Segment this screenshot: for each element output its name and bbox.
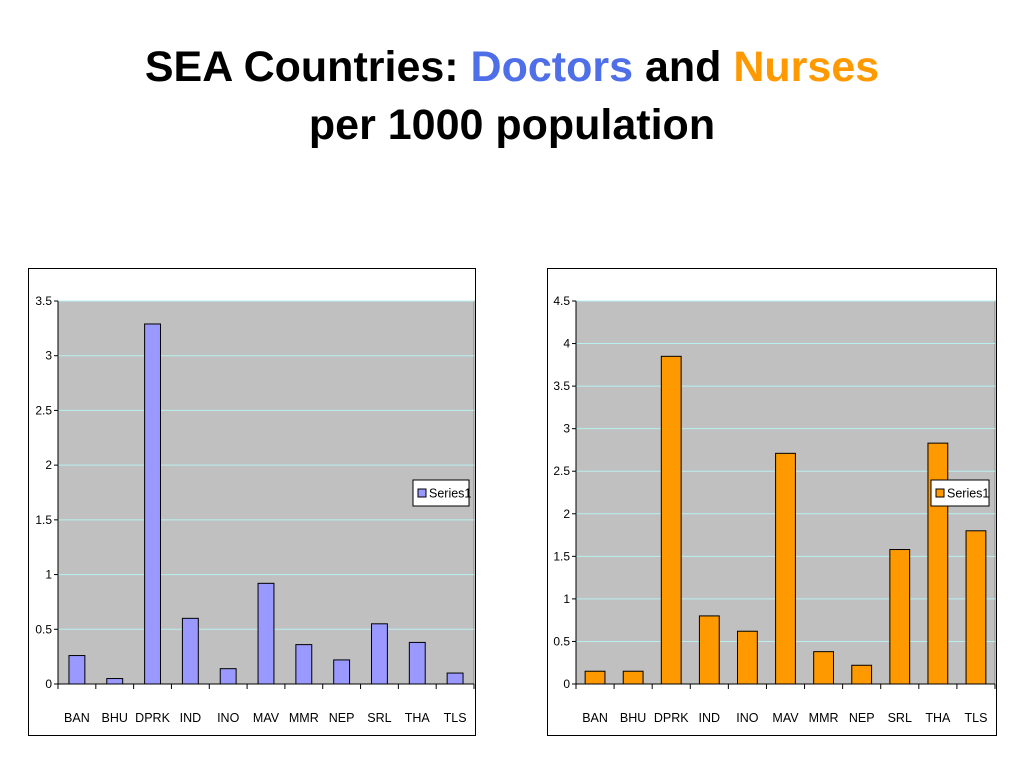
x-tick-label: NEP — [849, 711, 875, 725]
bar-dprk — [660, 355, 682, 685]
y-tick-label: 2.5 — [35, 403, 52, 417]
x-tick-label: MMR — [809, 711, 839, 725]
x-tick-label: THA — [925, 711, 951, 725]
bar-tha — [927, 442, 949, 685]
x-tick-label: BAN — [582, 711, 608, 725]
x-tick-label: DPRK — [135, 711, 170, 725]
bar-mmr — [295, 644, 313, 685]
x-tick-label: IND — [699, 711, 721, 725]
bar-mmr — [813, 651, 834, 685]
bar-nep — [333, 659, 351, 685]
title-line-1: SEA Countries: Doctors and Nurses — [0, 38, 1024, 96]
x-tick-label: MAV — [253, 711, 280, 725]
chart-svg: 0 0.5 1 1.5 2 2.5 3 3.5 4 4.5 BAN BHU DPRK IND INO MAV M… — [547, 268, 997, 736]
y-tick-label: 1.5 — [35, 513, 52, 527]
x-tick-label: MAV — [772, 711, 799, 725]
bar-nep — [851, 664, 873, 685]
x-tick-label: DPRK — [654, 711, 689, 725]
x-tick-label: SRL — [367, 711, 391, 725]
y-tick-label: 2 — [563, 507, 570, 521]
x-tick-label: THA — [405, 711, 431, 725]
y-tick-label: 3 — [45, 349, 52, 363]
bar-ban — [68, 655, 86, 685]
bar-srl — [889, 549, 911, 685]
title-prefix: SEA Countries: — [144, 43, 471, 91]
y-tick-label: 1.5 — [553, 549, 570, 563]
slide-title: SEA Countries: Doctors and Nurses per 10… — [0, 38, 1024, 154]
x-tick-label: SRL — [888, 711, 912, 725]
bar-bhu — [622, 670, 644, 685]
x-tick-label: TLS — [964, 711, 987, 725]
y-tick-label: 0 — [45, 677, 52, 691]
x-tick-label: BHU — [102, 711, 128, 725]
y-tick-label: 1 — [45, 568, 52, 582]
y-tick-label: 3.5 — [553, 379, 570, 393]
x-tick-label: NEP — [329, 711, 355, 725]
bar-ind — [698, 615, 720, 685]
y-tick-label: 2.5 — [553, 464, 570, 478]
x-tick-label: BHU — [620, 711, 646, 725]
y-tick-label: 2 — [45, 458, 52, 472]
title-nurses: Nurses — [733, 43, 880, 91]
bar-tha — [408, 641, 426, 685]
legend-swatch — [935, 488, 945, 498]
chart-svg: 0 0.5 1 1.5 2 2.5 3 3.5 BAN BHU DPRK IND INO MAV MMR NE… — [28, 268, 476, 736]
bar-ban — [584, 670, 606, 685]
x-tick-label: IND — [180, 711, 202, 725]
bar-ind — [181, 617, 199, 685]
y-tick-label: 0 — [563, 677, 570, 691]
bar-bhu — [106, 678, 124, 685]
bar-ino — [737, 630, 758, 685]
y-tick-label: 4.5 — [553, 294, 570, 308]
x-tick-label: MMR — [289, 711, 319, 725]
doctors-chart: 0 0.5 1 1.5 2 2.5 3 3.5 BAN BHU DPRK IND INO MAV MMR NE… — [28, 268, 476, 736]
bar-tls — [446, 672, 464, 685]
x-tick-label: INO — [736, 711, 759, 725]
nurses-chart: 0 0.5 1 1.5 2 2.5 3 3.5 4 4.5 BAN BHU DPRK IND INO MAV M… — [547, 268, 997, 736]
y-tick-label: 1 — [563, 592, 570, 606]
bar-dprk — [144, 323, 161, 685]
bar-mav — [257, 582, 275, 685]
y-tick-label: 0.5 — [553, 634, 570, 648]
legend-label: Series1 — [947, 487, 989, 501]
bar-mav — [775, 452, 796, 685]
legend-swatch — [417, 488, 427, 498]
x-tick-label: BAN — [64, 711, 90, 725]
y-tick-label: 3.5 — [35, 294, 52, 308]
y-tick-label: 3 — [563, 422, 570, 436]
x-tick-label: INO — [217, 711, 240, 725]
title-doctors: Doctors — [470, 43, 634, 91]
bar-ino — [219, 668, 237, 685]
title-and: and — [633, 43, 734, 91]
bar-srl — [371, 623, 388, 685]
title-line-2: per 1000 population — [308, 101, 716, 149]
y-tick-label: 4 — [563, 337, 570, 351]
y-tick-label: 0.5 — [35, 622, 52, 636]
bar-tls — [965, 530, 987, 685]
legend-label: Series1 — [429, 487, 471, 501]
x-tick-label: TLS — [444, 711, 467, 725]
